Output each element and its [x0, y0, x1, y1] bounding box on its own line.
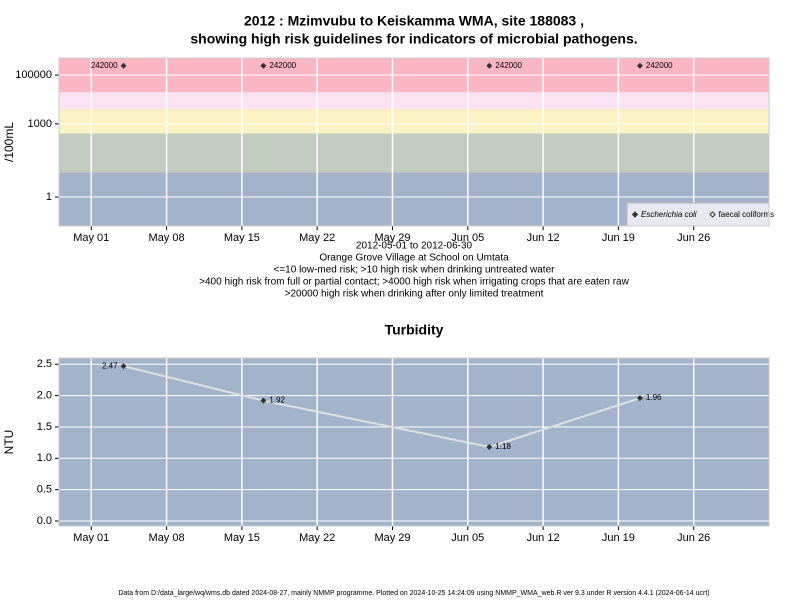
x-tick-label: May 15 [224, 232, 260, 244]
x-tick-label: Jun 12 [527, 232, 560, 244]
x-tick-label: Jun 12 [527, 532, 560, 544]
marker [120, 62, 127, 69]
legend-label: faecal coliforms [719, 210, 775, 219]
y-axis-label: NTU [2, 430, 16, 455]
x-tick-label: Jun 19 [602, 532, 635, 544]
chart-subtitle: showing high risk guidelines for indicat… [190, 31, 637, 47]
data-label: 1.92 [269, 396, 285, 405]
data-label: 242000 [646, 61, 673, 70]
y-tick-label: 0.0 [37, 515, 52, 527]
footer: Data from D:/data_large/wq/wms.db dated … [118, 590, 709, 597]
note: Orange Grove Village at School on Umtata [319, 253, 509, 264]
x-tick-label: May 08 [149, 232, 185, 244]
y-tick-label: 1.5 [37, 421, 52, 433]
y-tick-label: 2.0 [37, 390, 52, 402]
legend-label: Escherichia coli [641, 210, 697, 219]
y-tick-label: 1 [46, 191, 52, 203]
marker [636, 395, 643, 402]
marker [636, 62, 643, 69]
risk-band [59, 92, 769, 110]
marker [120, 363, 127, 370]
marker [486, 444, 493, 451]
data-label: 2.47 [102, 361, 118, 370]
y-tick-label: 1.0 [37, 452, 52, 464]
data-label: 242000 [269, 61, 296, 70]
data-label: 1.96 [646, 393, 662, 402]
data-label: 242000 [91, 61, 118, 70]
x-tick-label: Jun 05 [451, 532, 484, 544]
x-tick-label: May 15 [224, 532, 260, 544]
marker [260, 397, 267, 404]
y-tick-label: 100000 [15, 69, 52, 81]
marker [709, 211, 716, 218]
x-tick-label: May 08 [149, 532, 185, 544]
x-tick-label: May 29 [374, 532, 410, 544]
chart-title: 2012 : Mzimvubu to Keiskamma WMA, site 1… [244, 13, 584, 29]
data-label: 242000 [495, 61, 522, 70]
x-tick-label: May 01 [73, 232, 109, 244]
plot-frame [58, 57, 770, 227]
plot-background [59, 358, 769, 526]
x-tick-label: Jun 26 [677, 532, 710, 544]
marker [486, 62, 493, 69]
y-tick-label: 1000 [28, 118, 52, 130]
data-line [123, 365, 641, 449]
x-tick-label: Jun 05 [451, 232, 484, 244]
x-tick-label: May 01 [73, 532, 109, 544]
marker [631, 211, 639, 218]
chart-title: Turbidity [385, 322, 444, 338]
x-tick-label: May 22 [299, 232, 335, 244]
risk-band [59, 133, 769, 173]
note: 2012-05-01 to 2012-06-30 [356, 241, 473, 252]
data-label: 1.18 [495, 442, 511, 451]
marker [260, 62, 267, 69]
x-tick-label: Jun 26 [677, 232, 710, 244]
y-tick-label: 2.5 [37, 358, 52, 370]
plot-frame [58, 357, 770, 527]
note: <=10 low-med risk; >10 high risk when dr… [274, 265, 556, 276]
x-tick-label: Jun 19 [602, 232, 635, 244]
x-tick-label: May 22 [299, 532, 335, 544]
risk-band [59, 109, 769, 134]
note: >20000 high risk when drinking after onl… [285, 289, 544, 300]
y-tick-label: 0.5 [37, 484, 52, 496]
note: >400 high risk from full or partial cont… [199, 277, 629, 288]
y-axis-label: /100mL [2, 122, 16, 162]
x-tick-label: May 29 [374, 232, 410, 244]
